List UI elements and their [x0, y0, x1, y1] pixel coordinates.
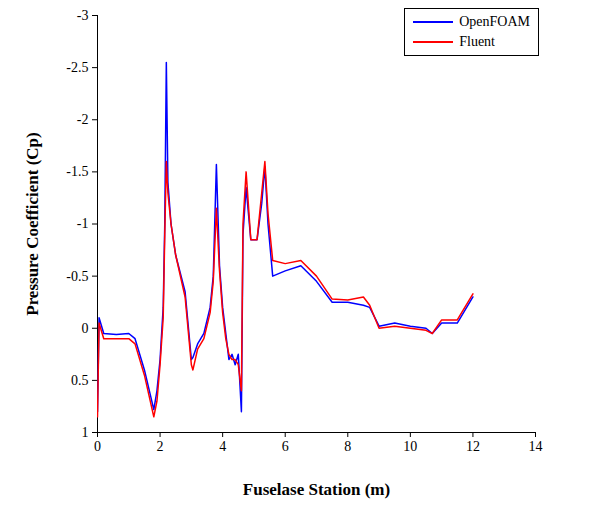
svg-text:12: 12	[466, 439, 480, 454]
svg-text:Pressure Coefficient (Cp): Pressure Coefficient (Cp)	[23, 132, 42, 316]
svg-text:0.5: 0.5	[71, 373, 89, 388]
svg-text:-3: -3	[77, 8, 89, 23]
svg-text:-1.5: -1.5	[66, 164, 88, 179]
svg-text:2: 2	[157, 439, 164, 454]
svg-text:8: 8	[344, 439, 351, 454]
svg-text:-0.5: -0.5	[66, 269, 88, 284]
svg-text:10: 10	[403, 439, 417, 454]
html-text:Fluent: Fluent	[459, 34, 495, 49]
svg-text:-2: -2	[77, 112, 89, 127]
svg-text:4: 4	[219, 439, 226, 454]
html-text:OpenFOAM: OpenFOAM	[459, 14, 530, 29]
svg-text:14: 14	[529, 439, 543, 454]
svg-text:0: 0	[94, 439, 101, 454]
svg-text:-1: -1	[77, 216, 89, 231]
svg-text:-2.5: -2.5	[66, 60, 88, 75]
svg-text:Fuselase Station (m): Fuselase Station (m)	[243, 480, 390, 499]
svg-text:1: 1	[82, 425, 89, 440]
svg-text:6: 6	[282, 439, 289, 454]
svg-text:0: 0	[82, 321, 89, 336]
